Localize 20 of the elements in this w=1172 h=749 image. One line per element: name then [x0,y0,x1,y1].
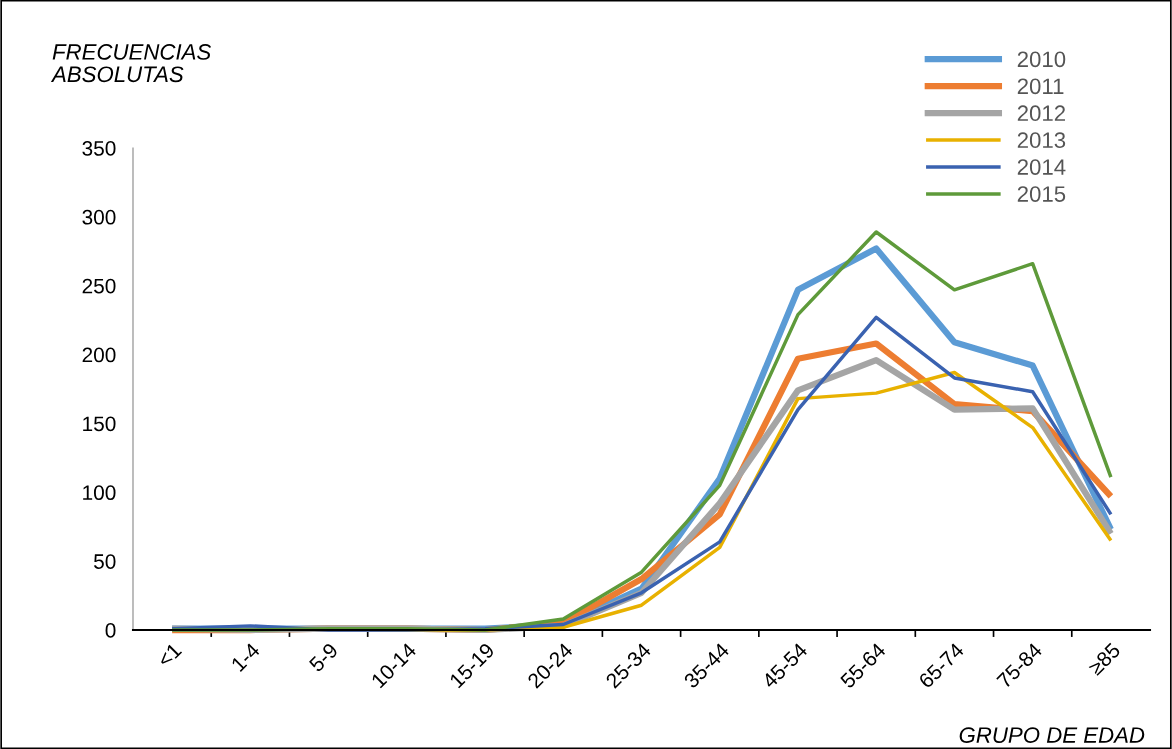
x-tick-label: 1-4 [230,642,261,672]
y-tick-label: 200 [82,347,116,363]
y-tick-label: 350 [82,141,116,156]
y-tick-label: 0 [105,623,116,638]
legend-label: 2012 [1017,105,1065,122]
y-tick-label: 300 [82,209,116,225]
x-tick-label: <1 [156,642,183,668]
y-tick-label: 100 [83,485,116,501]
x-tick-label: ≥85 [1087,642,1122,676]
legend-label: 2011 [1017,78,1064,95]
legend-label: 2013 [1017,132,1066,149]
legend-label: 2015 [1017,186,1066,202]
y-tick-label: 150 [83,416,116,432]
y-axis-title: FRECUENCIAS ABSOLUTAS [50,44,212,83]
y-tick-label: 250 [82,278,116,294]
x-tick-label: 5-9 [308,642,339,673]
legend-label: 2010 [1017,51,1066,68]
y-tick-label: 50 [94,554,116,569]
legend-label: 2014 [1017,159,1066,175]
x-axis-title: GRUPO DE EDAD [959,727,1145,743]
